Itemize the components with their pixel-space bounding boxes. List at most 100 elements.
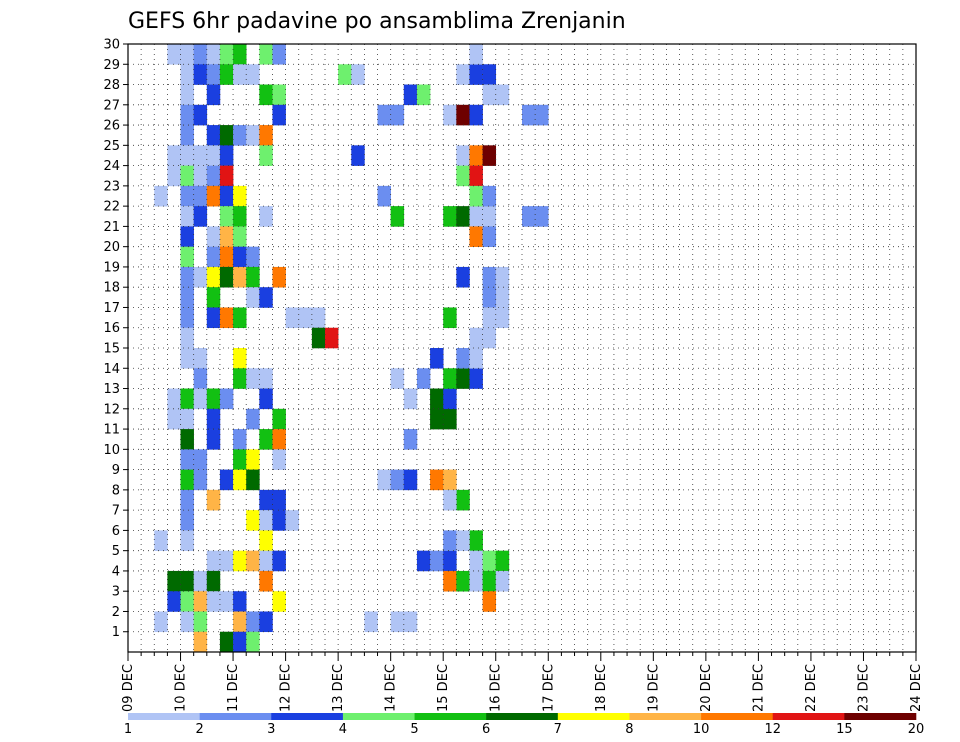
heatmap-cell <box>193 64 208 85</box>
heatmap-cell <box>193 165 208 187</box>
heatmap-cell <box>180 611 194 633</box>
y-tick-label: 22 <box>103 200 120 215</box>
heatmap-cell <box>495 84 510 106</box>
x-tick-label: 13 DEC <box>331 664 346 712</box>
x-tick-label: 21 DEC <box>751 664 766 712</box>
heatmap-cell <box>206 388 221 410</box>
heatmap-cell <box>206 266 221 288</box>
heatmap-cell <box>219 206 234 227</box>
x-tick-label: 17 DEC <box>541 664 556 712</box>
heatmap-cell <box>167 388 181 410</box>
heatmap-cell <box>154 530 168 551</box>
heatmap-cells <box>154 44 549 653</box>
heatmap-cell <box>482 591 497 612</box>
heatmap-cell <box>219 388 234 410</box>
heatmap-cell <box>219 631 234 653</box>
heatmap-cell <box>535 206 549 227</box>
heatmap-cell <box>469 570 483 592</box>
heatmap-cell <box>193 185 208 207</box>
heatmap-cell <box>193 145 208 166</box>
y-tick-label: 6 <box>112 524 120 539</box>
heatmap-cell <box>338 64 352 85</box>
heatmap-cell <box>272 510 286 531</box>
heatmap-cell <box>403 388 418 410</box>
heatmap-cell <box>246 611 260 633</box>
heatmap-cell <box>206 145 221 166</box>
heatmap-cell <box>219 469 234 491</box>
heatmap-cell <box>180 388 194 410</box>
heatmap-cell <box>416 368 431 389</box>
y-tick-label: 25 <box>103 139 120 154</box>
colorbar-label: 10 <box>693 722 710 737</box>
x-tick-label: 14 DEC <box>384 664 399 712</box>
heatmap-cell <box>390 368 405 389</box>
heatmap-cell <box>469 44 483 65</box>
heatmap-cell <box>482 570 497 592</box>
heatmap-cell <box>495 550 510 572</box>
heatmap-cell <box>193 631 208 653</box>
heatmap-cell <box>233 550 247 572</box>
heatmap-cell <box>495 287 510 308</box>
heatmap-cell <box>233 246 247 268</box>
heatmap-cell <box>377 185 391 207</box>
heatmap-cell <box>180 125 194 146</box>
y-tick-label: 23 <box>103 179 120 194</box>
heatmap-cell <box>403 429 418 450</box>
y-tick-label: 3 <box>112 585 120 600</box>
heatmap-cell <box>193 368 208 389</box>
heatmap-cell <box>469 530 483 551</box>
heatmap-cell <box>298 307 313 329</box>
heatmap-cell <box>167 165 181 187</box>
heatmap-cell <box>206 287 221 308</box>
x-tick-label: 22 DEC <box>804 664 819 712</box>
heatmap-cell <box>469 348 483 369</box>
y-tick-label: 16 <box>103 321 120 336</box>
heatmap-cell <box>482 226 497 247</box>
colorbar-label: 4 <box>339 722 347 737</box>
heatmap-cell <box>430 469 444 491</box>
y-tick-label: 12 <box>103 402 120 417</box>
heatmap-cell <box>430 388 444 410</box>
colorbar-label: 6 <box>482 722 490 737</box>
x-tick-label: 18 DEC <box>594 664 609 712</box>
heatmap-cell <box>206 165 221 187</box>
heatmap-cell <box>233 429 247 450</box>
heatmap-cell <box>443 307 457 329</box>
heatmap-cell <box>233 206 247 227</box>
heatmap-cell <box>180 429 194 450</box>
x-tick-label: 24 DEC <box>909 664 924 712</box>
heatmap-cell <box>246 125 260 146</box>
heatmap-cell <box>180 145 194 166</box>
heatmap-cell <box>246 631 260 653</box>
colorbar-label: 7 <box>554 722 562 737</box>
heatmap-cell <box>272 429 286 450</box>
x-tick-label: 15 DEC <box>436 664 451 712</box>
heatmap-cell <box>233 307 247 329</box>
heatmap-cell <box>180 449 194 470</box>
heatmap-cell <box>443 368 457 389</box>
heatmap-cell <box>233 591 247 612</box>
colorbar-segment <box>199 713 272 720</box>
heatmap-cell <box>482 145 497 166</box>
heatmap-cell <box>180 307 194 329</box>
heatmap-cell <box>167 408 181 430</box>
heatmap-cell <box>469 206 483 227</box>
heatmap-cell <box>219 307 234 329</box>
heatmap-cell <box>246 368 260 389</box>
heatmap-cell <box>456 206 470 227</box>
heatmap-cell <box>246 266 260 288</box>
heatmap-cell <box>443 388 457 410</box>
colorbar-label: 20 <box>908 722 925 737</box>
heatmap-cell <box>469 327 483 349</box>
y-tick-label: 27 <box>103 98 120 113</box>
heatmap-cell <box>233 469 247 491</box>
y-tick-label: 24 <box>103 159 120 174</box>
heatmap-cell <box>219 246 234 268</box>
x-tick-label: 10 DEC <box>174 664 189 712</box>
heatmap-cell <box>180 44 194 65</box>
heatmap-cell <box>259 510 273 531</box>
heatmap-cell <box>311 327 326 349</box>
heatmap-cell <box>416 84 431 106</box>
heatmap-cell <box>233 125 247 146</box>
